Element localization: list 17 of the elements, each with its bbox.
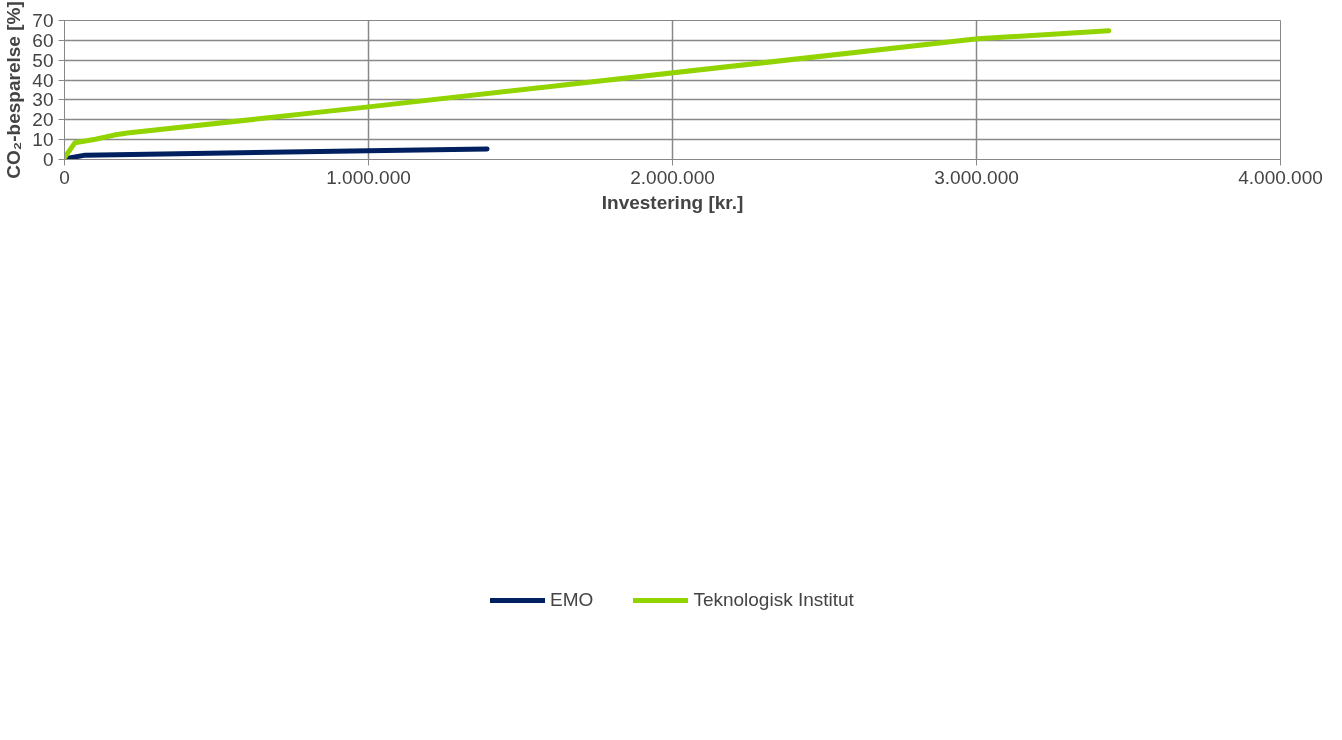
y-tick-label: 0 (42, 149, 54, 170)
y-axis-title: CO₂-besparelse [%] (3, 1, 25, 179)
x-tick-label: 0 (59, 166, 70, 188)
y-tick-label: 70 (32, 10, 54, 31)
y-tick-label: 30 (32, 89, 54, 111)
y-tick-label: 40 (32, 69, 54, 91)
x-tick-label: 3.000.000 (934, 166, 1019, 188)
legend-label: EMO (550, 588, 594, 611)
x-axis-title: Investering [kr.] (601, 191, 744, 213)
x-tick-label: 1.000.000 (326, 166, 411, 188)
y-tick-label: 10 (32, 129, 54, 151)
y-tick-label: 60 (32, 29, 54, 51)
y-tick-label: 50 (32, 49, 54, 71)
x-tick-label: 2.000.000 (630, 166, 715, 188)
legend-label: Teknologisk Institut (693, 588, 854, 611)
x-tick-label: 4.000.000 (1238, 166, 1323, 188)
y-tick-label: 20 (32, 109, 54, 131)
